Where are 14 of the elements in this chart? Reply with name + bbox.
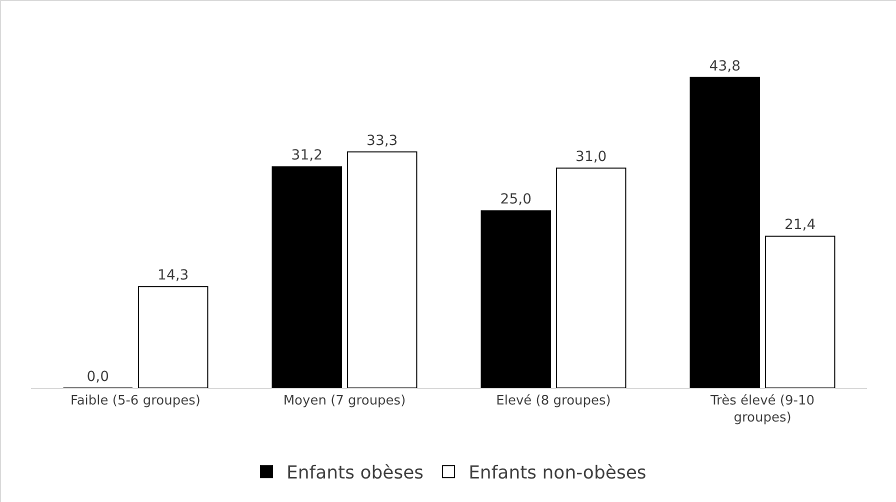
data-label: 31,0 xyxy=(576,149,607,166)
data-label: 25,0 xyxy=(500,192,532,208)
data-label: 43,8 xyxy=(709,58,740,74)
data-label: 0,0 xyxy=(86,369,110,385)
legend-label: Enfants obèses xyxy=(286,462,424,484)
data-label: 31,2 xyxy=(291,148,322,164)
x-tick-label: Faible (5-6 groupes) xyxy=(70,394,200,409)
legend-label: Enfants non-obèses xyxy=(468,462,646,484)
x-tick-label: Elevé (8 groupes) xyxy=(496,394,611,409)
data-label: 14,3 xyxy=(158,268,189,284)
data-label: 33,3 xyxy=(366,132,398,149)
data-label: 21,4 xyxy=(784,217,816,234)
x-tick-label: Très élevé (9-10 groupes) xyxy=(710,394,814,426)
x-tick-label: Moyen (7 groupes) xyxy=(283,394,406,409)
